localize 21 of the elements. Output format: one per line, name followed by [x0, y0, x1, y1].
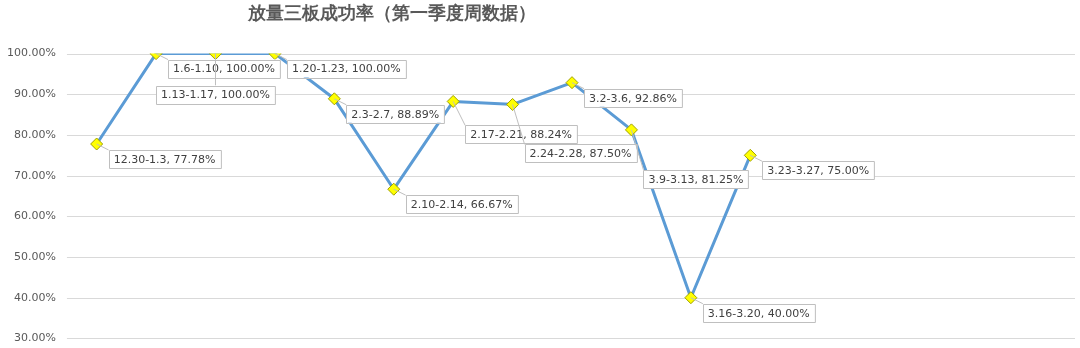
data-label: 2.10-2.14, 66.67%	[410, 198, 513, 212]
data-label: 2.17-2.21, 88.24%	[470, 128, 573, 142]
y-tick-label: 50.00%	[13, 249, 56, 263]
y-tick-label: 100.00%	[6, 46, 56, 60]
data-label: 2.24-2.28, 87.50%	[529, 147, 632, 161]
y-tick-label: 90.00%	[13, 87, 56, 101]
y-tick-label: 30.00%	[13, 331, 56, 345]
data-label: 2.3-2.7, 88.89%	[351, 107, 440, 121]
y-tick-label: 70.00%	[13, 168, 56, 182]
y-tick-label: 80.00%	[13, 127, 56, 141]
data-label: 3.23-3.27, 75.00%	[767, 164, 870, 178]
data-label: 1.13-1.17, 100.00%	[161, 88, 270, 102]
y-tick-label: 60.00%	[13, 209, 56, 223]
data-label: 12.30-1.3, 77.78%	[113, 152, 216, 166]
chart-title: 放量三板成功率（第一季度周数据）	[247, 2, 536, 24]
data-label: 3.2-3.6, 92.86%	[589, 91, 677, 105]
data-label: 3.9-3.13, 81.25%	[648, 172, 744, 186]
data-label: 1.20-1.23, 100.00%	[291, 62, 401, 76]
data-label: 1.6-1.10, 100.00%	[173, 62, 275, 76]
y-tick-label: 40.00%	[13, 290, 56, 304]
data-label: 3.16-3.20, 40.00%	[707, 306, 810, 320]
